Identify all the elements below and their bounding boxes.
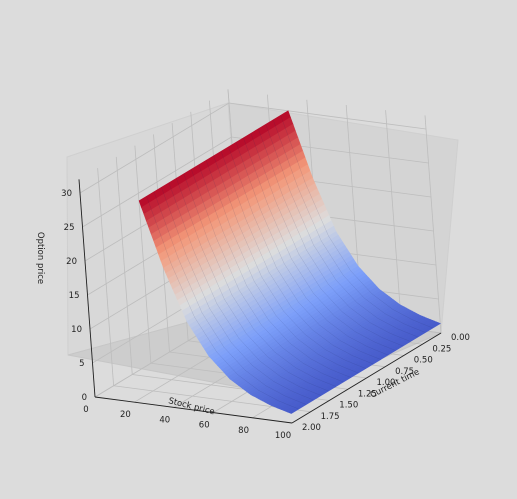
- x-tick-label: 100: [275, 431, 291, 441]
- mesh-line: [161, 187, 314, 401]
- y-tick-label: 0.25: [432, 344, 451, 354]
- mesh-line: [258, 128, 411, 342]
- grid-line: [385, 110, 402, 328]
- mesh-line: [235, 142, 389, 356]
- mesh-line: [213, 155, 366, 369]
- z-tick-label: 25: [64, 223, 75, 233]
- x-axis-ticks: 0 20 40 60 80 100: [83, 405, 291, 441]
- x-axis-label: Stock price: [167, 396, 215, 417]
- mesh-line: [228, 146, 381, 360]
- surface-strip: [288, 322, 441, 414]
- y-tick-label: 0.50: [414, 356, 433, 366]
- axes: [78, 179, 442, 424]
- grid-line: [97, 168, 115, 386]
- z-tick-label: 0: [82, 393, 87, 403]
- mesh-line: [243, 137, 396, 351]
- x-tick-label: 80: [238, 426, 249, 436]
- mesh-line: [183, 173, 337, 387]
- z-tick-label: 10: [71, 325, 82, 335]
- y-tick-label: 1.25: [358, 389, 377, 399]
- x-tick-label: 20: [120, 410, 131, 420]
- mesh-line: [280, 115, 433, 329]
- z-tick-label: 30: [61, 189, 72, 199]
- y-tick-label: 2.00: [302, 423, 321, 433]
- mesh-line: [168, 182, 322, 396]
- x-axis-line: [94, 396, 293, 424]
- grid-line: [228, 102, 427, 130]
- z-tick-label: 20: [66, 257, 77, 267]
- z-tick-label: 15: [69, 291, 80, 301]
- grid-line: [115, 156, 133, 375]
- y-tick-label: 1.75: [321, 412, 340, 422]
- y-tick-label: 0.75: [395, 367, 414, 377]
- mesh-line: [146, 196, 299, 410]
- y-tick-label: 1.00: [377, 378, 396, 388]
- x-tick-label: 60: [199, 421, 210, 431]
- y-axis-line: [291, 332, 442, 424]
- mesh-line: [198, 164, 351, 378]
- y-axis-ticks: 0.000.25 0.500.751.001.251.501.752.00: [302, 333, 470, 433]
- z-tick-label: 5: [79, 359, 84, 369]
- mesh-line: [205, 160, 359, 374]
- grid-line: [134, 145, 152, 364]
- mesh-line: [153, 191, 307, 405]
- x-tick-label: 0: [83, 405, 88, 415]
- mesh-line: [191, 169, 344, 383]
- grid-line: [79, 102, 230, 194]
- mesh-line: [220, 151, 374, 365]
- y-tick-label: 0.00: [451, 333, 470, 343]
- z-axis-ticks: 0 5 10 15 20 25 30: [61, 189, 87, 403]
- z-axis-line: [78, 179, 96, 398]
- mesh-line: [250, 133, 404, 347]
- x-tick-label: 40: [159, 415, 170, 425]
- grid-line: [82, 136, 232, 228]
- surface: [138, 110, 441, 414]
- y-tick-label: 1.50: [339, 401, 358, 411]
- mesh-line: [265, 124, 418, 338]
- mesh-line: [272, 119, 426, 333]
- grid-line: [424, 115, 442, 334]
- mesh-line: [176, 178, 329, 392]
- z-axis-label: Option price: [35, 232, 45, 284]
